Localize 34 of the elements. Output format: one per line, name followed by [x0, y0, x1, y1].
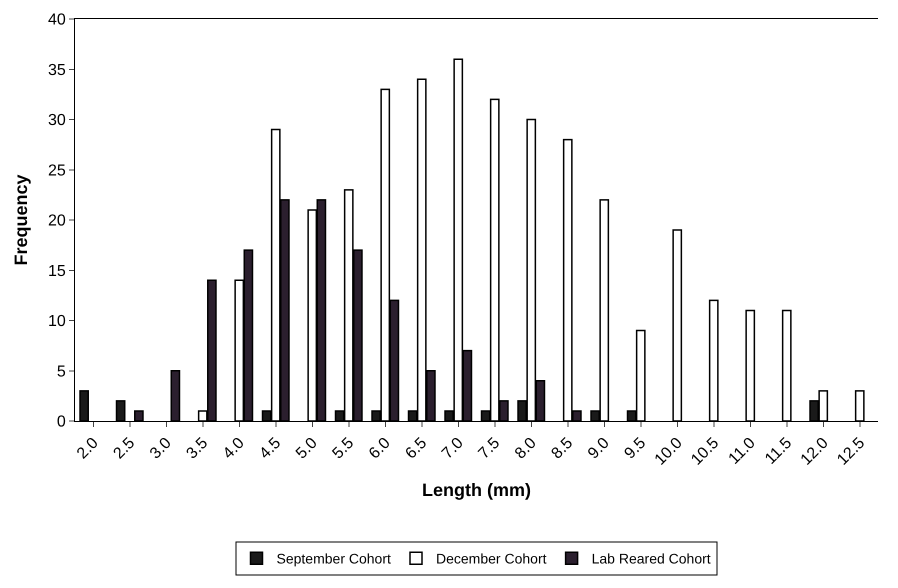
x-tick-label: 9.5 [621, 434, 650, 462]
y-tick-label: 20 [48, 212, 66, 230]
x-tick-label: 11.0 [726, 434, 759, 468]
x-tick-label: 12.0 [798, 434, 832, 469]
x-tick-label: 6.5 [402, 434, 430, 462]
x-tick-label: 4.5 [256, 434, 284, 462]
x-tick-label: 4.0 [220, 434, 248, 462]
y-tick-label: 35 [48, 62, 66, 79]
y-tick-label: 30 [48, 112, 66, 130]
x-tick-label: 3.0 [146, 434, 175, 462]
x-tick-label: 2.5 [110, 434, 138, 462]
x-tick-label: 3.5 [183, 434, 212, 462]
x-axis-title: Length (mm) [422, 480, 531, 500]
x-tick-label: 8.0 [512, 434, 540, 462]
y-tick-label: 25 [48, 162, 66, 180]
y-tick-label: 5 [56, 363, 66, 380]
x-tick-label: 7.0 [438, 434, 467, 462]
legend-label: Lab Reared Cohort [592, 550, 711, 567]
x-tick-label: 6.0 [366, 434, 394, 462]
y-tick-label: 15 [48, 262, 66, 280]
y-axis-title: Frequency [11, 174, 32, 266]
y-tick-label: 40 [48, 12, 66, 29]
legend-label: December Cohort [436, 550, 547, 567]
legend-label: September Cohort [276, 550, 392, 567]
x-tick-label: 10.0 [652, 434, 686, 469]
x-tick-label: 8.5 [548, 434, 576, 462]
x-tick-label: 11.5 [762, 434, 796, 468]
x-tick-label: 9.0 [584, 434, 613, 462]
x-tick-label: 2.0 [74, 434, 102, 462]
x-tick-label: 5.5 [329, 434, 358, 462]
x-tick-label: 7.5 [475, 434, 504, 462]
y-tick-label: 0 [56, 414, 66, 431]
x-tick-label: 5.0 [292, 434, 321, 462]
y-tick-label: 10 [48, 313, 66, 330]
